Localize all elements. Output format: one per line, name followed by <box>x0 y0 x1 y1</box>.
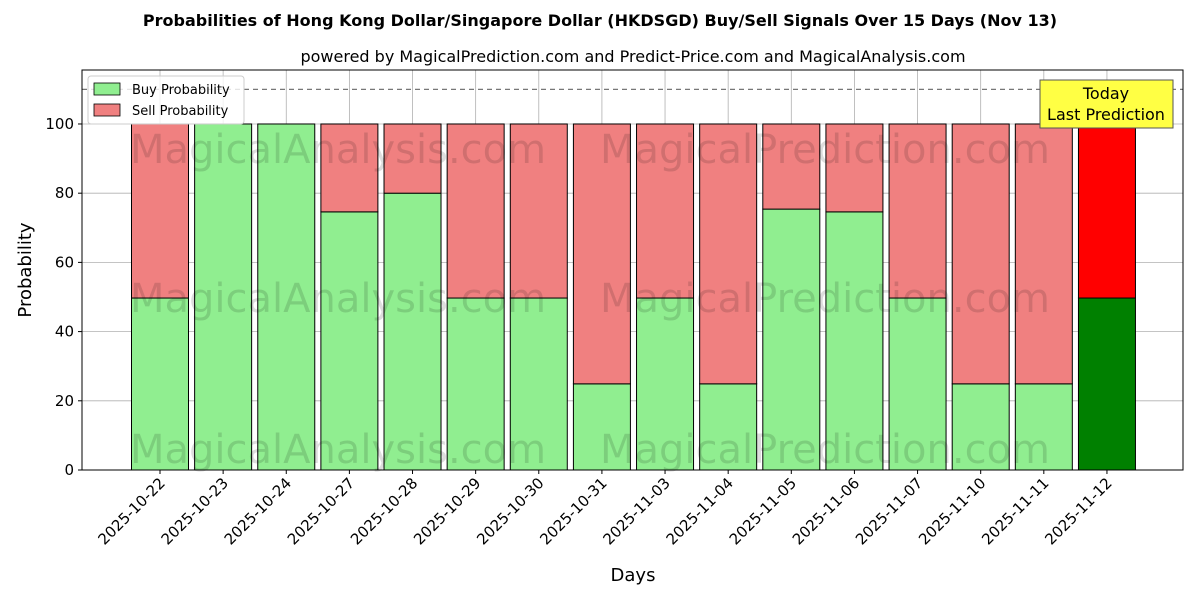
x-tick-label: 2025-11-10 <box>915 474 989 548</box>
buy-bar <box>509 297 568 471</box>
chart-title: Probabilities of Hong Kong Dollar/Singap… <box>143 11 1057 30</box>
x-axis-ticks: 2025-10-222025-10-232025-10-242025-10-27… <box>94 470 1116 548</box>
buy-bar <box>762 208 821 471</box>
sell-bar <box>825 123 884 213</box>
x-tick-label: 2025-10-24 <box>221 474 295 548</box>
x-tick-label: 2025-11-07 <box>852 474 926 548</box>
sell-bar <box>131 123 189 299</box>
sell-bar <box>888 123 947 299</box>
y-tick-label: 80 <box>55 184 74 202</box>
legend-swatch-buy <box>93 82 121 96</box>
watermark-text: MagicalPrediction.com <box>600 127 1050 173</box>
sell-bar <box>509 123 568 299</box>
sell-bar <box>572 123 631 385</box>
sell-bar <box>1014 123 1073 385</box>
buy-bar <box>446 297 505 471</box>
x-tick-label: 2025-11-11 <box>978 474 1052 548</box>
y-tick-label: 0 <box>64 461 74 479</box>
buy-bar <box>320 211 379 471</box>
today-annotation: Today Last Prediction <box>1039 79 1174 129</box>
watermark-text: MagicalAnalysis.com <box>130 276 546 322</box>
x-tick-label: 2025-10-27 <box>284 474 358 548</box>
legend: Buy Probability Sell Probability <box>87 75 245 125</box>
sell-bar <box>762 123 821 210</box>
x-tick-label: 2025-10-30 <box>473 474 547 548</box>
buy-bar <box>383 192 442 471</box>
y-axis-ticks: 0 20 40 60 80 100 <box>45 115 82 479</box>
x-tick-label: 2025-10-29 <box>410 474 484 548</box>
buy-bar <box>699 383 758 471</box>
y-tick-label: 40 <box>55 323 74 341</box>
y-tick-label: 100 <box>45 115 74 133</box>
sell-bar <box>699 123 758 385</box>
svg-text:Last Prediction: Last Prediction <box>1047 105 1165 124</box>
x-axis-label: Days <box>611 565 656 586</box>
sell-bar <box>320 123 379 213</box>
x-tick-label: 2025-10-22 <box>94 474 168 548</box>
buy-bar <box>257 123 316 471</box>
watermark-text: MagicalAnalysis.com <box>130 127 546 173</box>
sell-bar <box>636 123 695 299</box>
sell-bar <box>1077 123 1136 299</box>
watermark-text: MagicalPrediction.com <box>600 276 1050 322</box>
x-tick-label: 2025-11-12 <box>1041 474 1115 548</box>
buy-bar <box>888 297 947 471</box>
x-tick-label: 2025-10-31 <box>536 474 610 548</box>
y-tick-label: 20 <box>55 392 74 410</box>
buy-bar <box>825 211 884 471</box>
x-tick-label: 2025-11-04 <box>663 474 737 548</box>
sell-bar <box>383 123 442 194</box>
svg-text:Today: Today <box>1082 84 1129 103</box>
bars <box>131 123 1136 471</box>
sell-bar <box>951 123 1010 385</box>
x-tick-label: 2025-11-03 <box>599 474 673 548</box>
x-tick-label: 2025-10-23 <box>158 474 232 548</box>
plot-frame <box>81 69 1184 471</box>
y-axis-label: Probability <box>15 222 36 317</box>
y-tick-label: 60 <box>55 253 74 271</box>
legend-label-sell: Sell Probability <box>132 104 229 119</box>
buy-bar <box>572 383 631 471</box>
buy-bar <box>951 383 1010 471</box>
legend-label-buy: Buy Probability <box>132 83 230 98</box>
x-tick-label: 2025-11-05 <box>726 474 800 548</box>
buy-bar <box>194 123 253 471</box>
x-tick-label: 2025-10-28 <box>347 474 421 548</box>
buy-bar <box>636 297 695 471</box>
chart-subtitle: powered by MagicalPrediction.com and Pre… <box>300 47 965 66</box>
sell-bar <box>446 123 505 299</box>
legend-swatch-sell <box>93 103 121 117</box>
x-tick-label: 2025-11-06 <box>789 474 863 548</box>
watermarks: MagicalAnalysis.com MagicalPrediction.com… <box>130 127 1050 473</box>
buy-bar <box>1077 297 1136 471</box>
watermark-text: MagicalPrediction.com <box>600 427 1050 473</box>
watermark-text: MagicalAnalysis.com <box>130 427 546 473</box>
